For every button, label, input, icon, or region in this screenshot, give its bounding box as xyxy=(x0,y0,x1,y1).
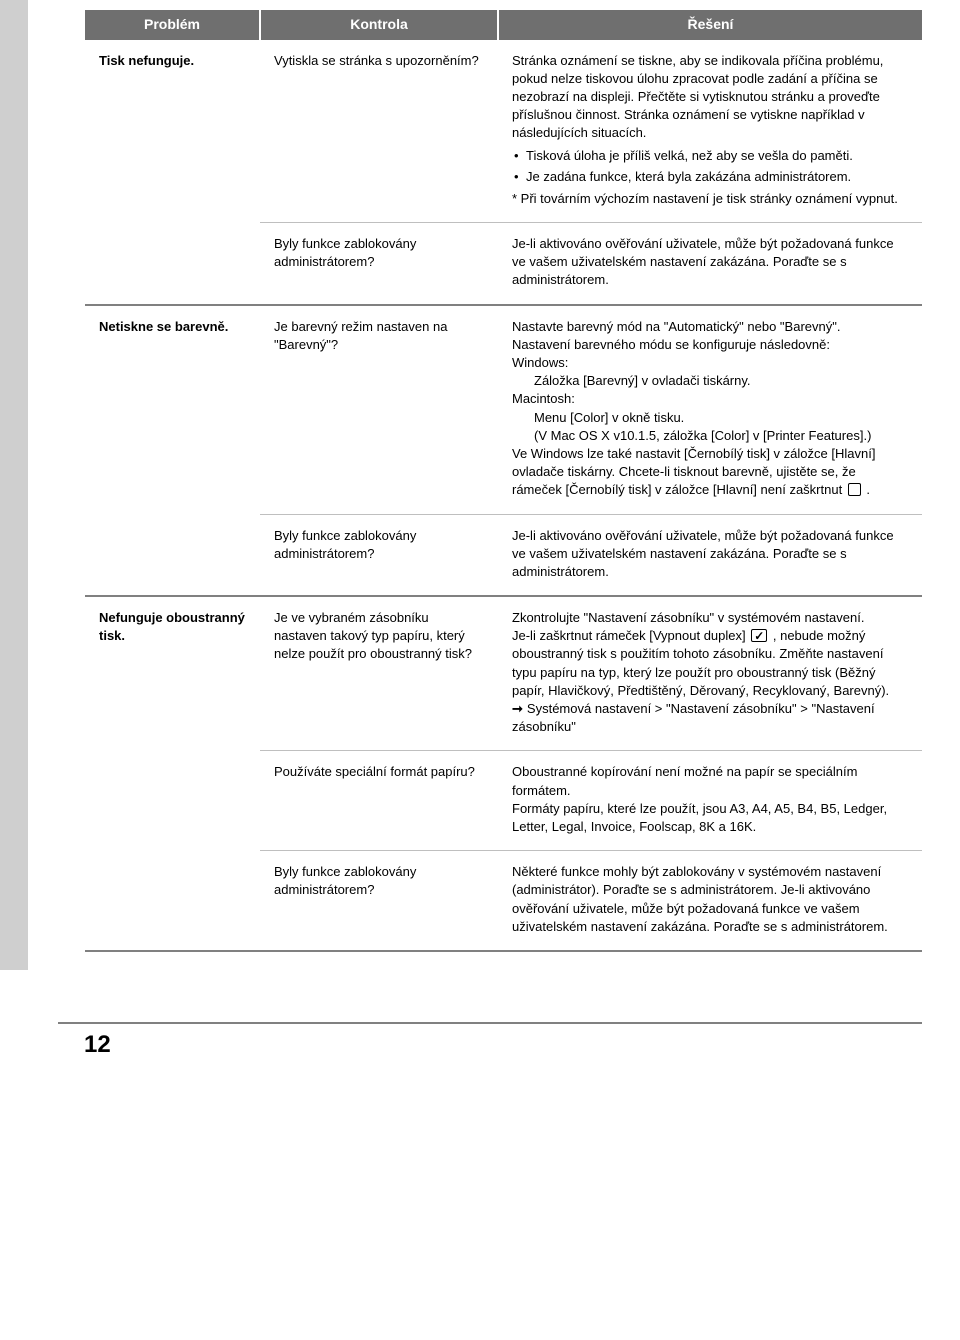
sidebar-shade xyxy=(0,0,28,970)
check-cell: Vytiskla se stránka s upozorněním? xyxy=(260,40,498,223)
arrow-line: Systémová nastavení > "Nastavení zásobní… xyxy=(512,700,908,736)
solution-text: Je-li zaškrtnut rámeček [Vypnout duplex] xyxy=(512,628,749,643)
solution-text: Formáty papíru, které lze použít, jsou A… xyxy=(512,801,887,834)
checked-box-icon xyxy=(751,629,767,642)
checkbox-icon xyxy=(848,483,861,496)
problem-cell: Nefunguje oboustranný tisk. xyxy=(85,596,260,951)
check-cell: Byly funkce zablokovány administrátorem? xyxy=(260,514,498,596)
table-row: Nefunguje oboustranný tisk. Je ve vybran… xyxy=(85,596,922,751)
solution-cell: Oboustranné kopírování není možné na pap… xyxy=(498,751,922,851)
check-cell: Byly funkce zablokovány administrátorem? xyxy=(260,851,498,951)
solution-cell: Zkontrolujte "Nastavení zásobníku" v sys… xyxy=(498,596,922,751)
problem-cell: Netiskne se barevně. xyxy=(85,305,260,596)
solution-text: Zkontrolujte "Nastavení zásobníku" v sys… xyxy=(512,610,864,625)
solution-text: Oboustranné kopírování není možné na pap… xyxy=(512,764,857,797)
col-header-problem: Problém xyxy=(85,10,260,40)
table-row: Tisk nefunguje. Vytiskla se stránka s up… xyxy=(85,40,922,223)
table-header: Problém Kontrola Řešení xyxy=(85,10,922,40)
bullet-item: Tisková úloha je příliš velká, než aby s… xyxy=(512,147,908,165)
solution-cell: Některé funkce mohly být zablokovány v s… xyxy=(498,851,922,951)
platform-label: Macintosh: xyxy=(512,391,575,406)
platform-value: Záložka [Barevný] v ovladači tiskárny. xyxy=(512,372,908,390)
solution-text: Nastavte barevný mód na "Automatický" ne… xyxy=(512,319,840,334)
table-row: Netiskne se barevně. Je barevný režim na… xyxy=(85,305,922,514)
solution-cell: Stránka oznámení se tiskne, aby se indik… xyxy=(498,40,922,223)
solution-cell: Je-li aktivováno ověřování uživatele, mů… xyxy=(498,514,922,596)
page-number: 12 xyxy=(58,1028,922,1062)
problem-cell: Tisk nefunguje. xyxy=(85,40,260,305)
page-footer: 12 xyxy=(0,1022,960,1080)
col-header-check: Kontrola xyxy=(260,10,498,40)
page: Problém Kontrola Řešení Tisk nefunguje. … xyxy=(0,0,960,952)
footer-rule xyxy=(58,1022,922,1024)
check-cell: Používáte speciální formát papíru? xyxy=(260,751,498,851)
solution-note: * Při továrním výchozím nastavení je tis… xyxy=(512,191,898,206)
solution-cell: Nastavte barevný mód na "Automatický" ne… xyxy=(498,305,922,514)
platform-label: Windows: xyxy=(512,355,568,370)
solution-bullets: Tisková úloha je příliš velká, než aby s… xyxy=(512,147,908,186)
platform-value: Menu [Color] v okně tisku. xyxy=(512,409,908,427)
check-cell: Je ve vybraném zásobníku nastaven takový… xyxy=(260,596,498,751)
check-cell: Je barevný režim nastaven na "Barevný"? xyxy=(260,305,498,514)
check-cell: Byly funkce zablokovány administrátorem? xyxy=(260,223,498,305)
platform-value: (V Mac OS X v10.1.5, záložka [Color] v [… xyxy=(512,427,908,445)
solution-cell: Je-li aktivováno ověřování uživatele, mů… xyxy=(498,223,922,305)
col-header-solution: Řešení xyxy=(498,10,922,40)
solution-text: Stránka oznámení se tiskne, aby se indik… xyxy=(512,53,883,141)
troubleshoot-table: Problém Kontrola Řešení Tisk nefunguje. … xyxy=(85,10,922,952)
solution-text: . xyxy=(863,482,870,497)
solution-text: Systémová nastavení > "Nastavení zásobní… xyxy=(512,701,875,734)
bullet-item: Je zadána funkce, která byla zakázána ad… xyxy=(512,168,908,186)
solution-text: Ve Windows lze také nastavit [Černobílý … xyxy=(512,446,875,497)
solution-text: Nastavení barevného módu se konfiguruje … xyxy=(512,337,830,352)
